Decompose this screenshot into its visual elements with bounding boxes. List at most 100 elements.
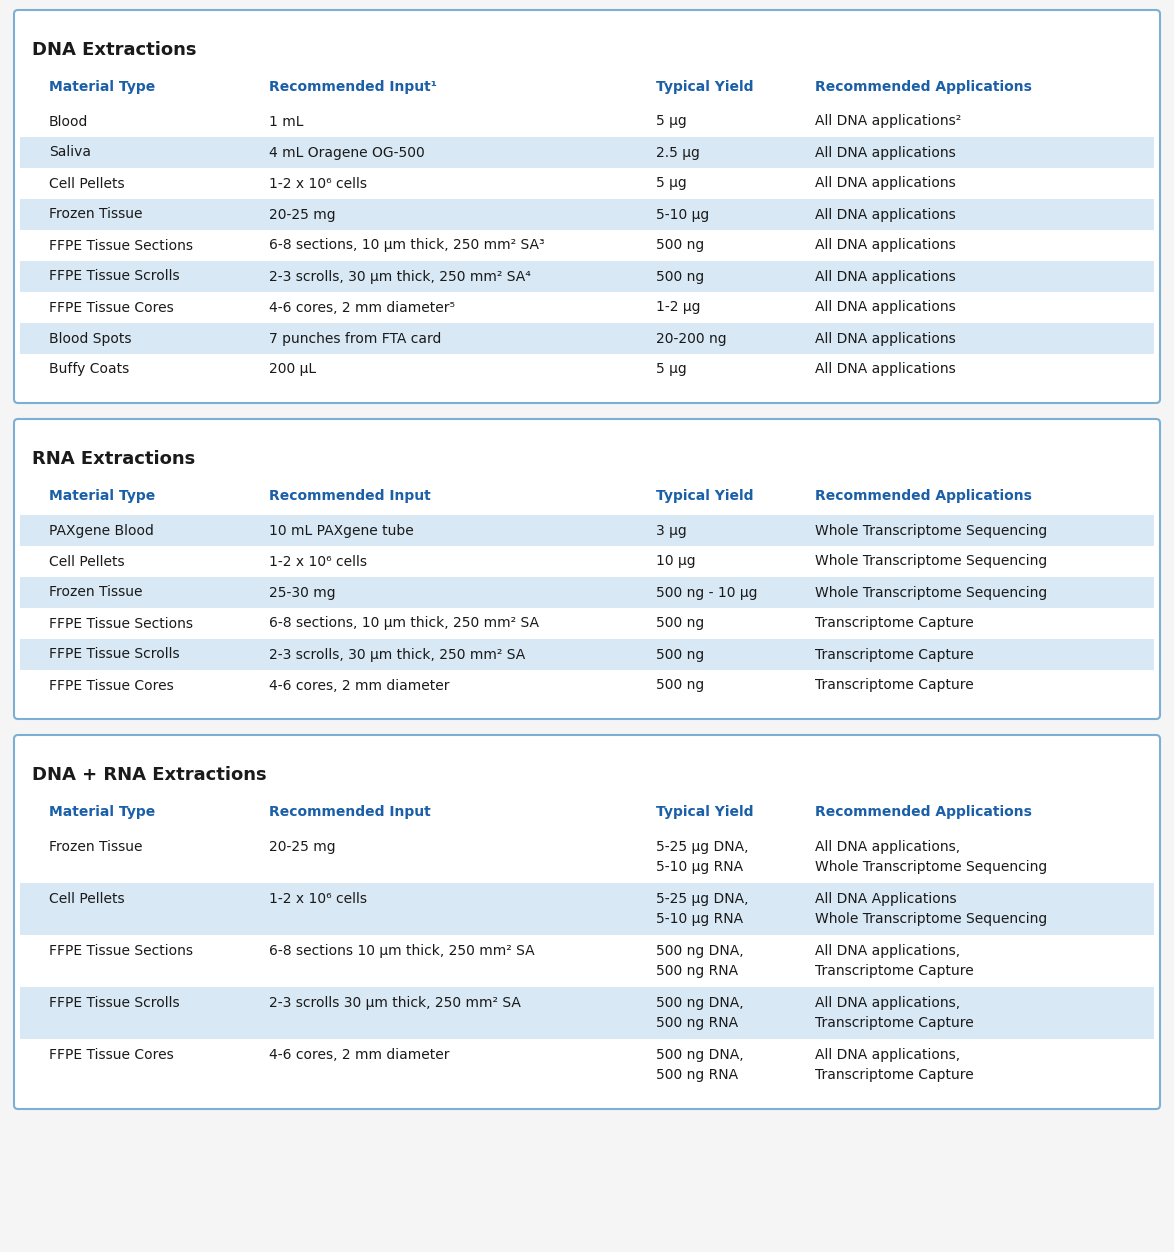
Text: 5 μg: 5 μg bbox=[655, 114, 687, 129]
Text: 3 μg: 3 μg bbox=[655, 523, 687, 537]
Text: Frozen Tissue: Frozen Tissue bbox=[49, 840, 142, 854]
Text: 500 ng: 500 ng bbox=[655, 238, 704, 253]
Text: Transcriptome Capture: Transcriptome Capture bbox=[815, 616, 973, 631]
Text: Whole Transcriptome Sequencing: Whole Transcriptome Sequencing bbox=[815, 586, 1047, 600]
Text: FFPE Tissue Sections: FFPE Tissue Sections bbox=[49, 944, 193, 958]
Text: 1-2 x 10⁶ cells: 1-2 x 10⁶ cells bbox=[269, 177, 366, 190]
Text: FFPE Tissue Sections: FFPE Tissue Sections bbox=[49, 616, 193, 631]
Text: FFPE Tissue Scrolls: FFPE Tissue Scrolls bbox=[49, 995, 180, 1009]
Text: Whole Transcriptome Sequencing: Whole Transcriptome Sequencing bbox=[815, 860, 1047, 874]
Text: FFPE Tissue Cores: FFPE Tissue Cores bbox=[49, 679, 174, 692]
Text: Recommended Input: Recommended Input bbox=[269, 490, 431, 503]
Text: All DNA applications: All DNA applications bbox=[815, 238, 956, 253]
Text: All DNA applications: All DNA applications bbox=[815, 332, 956, 346]
Text: All DNA applications,: All DNA applications, bbox=[815, 1048, 960, 1062]
Text: Typical Yield: Typical Yield bbox=[655, 805, 753, 819]
Text: 5-10 μg RNA: 5-10 μg RNA bbox=[655, 860, 743, 874]
FancyBboxPatch shape bbox=[14, 419, 1160, 719]
FancyBboxPatch shape bbox=[20, 883, 1154, 935]
Text: 1-2 x 10⁶ cells: 1-2 x 10⁶ cells bbox=[269, 891, 366, 905]
Text: 10 mL PAXgene tube: 10 mL PAXgene tube bbox=[269, 523, 413, 537]
FancyBboxPatch shape bbox=[20, 515, 1154, 546]
Text: 1-2 μg: 1-2 μg bbox=[655, 300, 700, 314]
Text: 1-2 x 10⁶ cells: 1-2 x 10⁶ cells bbox=[269, 555, 366, 568]
Text: Cell Pellets: Cell Pellets bbox=[49, 891, 124, 905]
Text: 4 mL Oragene OG-500: 4 mL Oragene OG-500 bbox=[269, 145, 425, 159]
Text: 500 ng: 500 ng bbox=[655, 679, 704, 692]
Text: 500 ng RNA: 500 ng RNA bbox=[655, 1068, 737, 1083]
FancyBboxPatch shape bbox=[14, 10, 1160, 403]
FancyBboxPatch shape bbox=[20, 260, 1154, 292]
Text: All DNA applications: All DNA applications bbox=[815, 145, 956, 159]
Text: 500 ng RNA: 500 ng RNA bbox=[655, 1017, 737, 1030]
Text: 500 ng DNA,: 500 ng DNA, bbox=[655, 995, 743, 1009]
Text: All DNA applications,: All DNA applications, bbox=[815, 944, 960, 958]
Text: 5 μg: 5 μg bbox=[655, 363, 687, 377]
Text: FFPE Tissue Scrolls: FFPE Tissue Scrolls bbox=[49, 647, 180, 661]
Text: Buffy Coats: Buffy Coats bbox=[49, 363, 129, 377]
Text: Recommended Input¹: Recommended Input¹ bbox=[269, 80, 437, 94]
Text: 20-25 mg: 20-25 mg bbox=[269, 840, 336, 854]
Text: 7 punches from FTA card: 7 punches from FTA card bbox=[269, 332, 441, 346]
Text: FFPE Tissue Cores: FFPE Tissue Cores bbox=[49, 1048, 174, 1062]
Text: Typical Yield: Typical Yield bbox=[655, 490, 753, 503]
Text: 20-25 mg: 20-25 mg bbox=[269, 208, 336, 222]
FancyBboxPatch shape bbox=[20, 323, 1154, 354]
FancyBboxPatch shape bbox=[20, 987, 1154, 1039]
Text: Material Type: Material Type bbox=[49, 805, 155, 819]
Text: Recommended Applications: Recommended Applications bbox=[815, 805, 1032, 819]
FancyBboxPatch shape bbox=[20, 199, 1154, 230]
Text: FFPE Tissue Sections: FFPE Tissue Sections bbox=[49, 238, 193, 253]
Text: Recommended Input: Recommended Input bbox=[269, 805, 431, 819]
Text: FFPE Tissue Scrolls: FFPE Tissue Scrolls bbox=[49, 269, 180, 283]
Text: DNA Extractions: DNA Extractions bbox=[32, 41, 196, 59]
Text: All DNA applications: All DNA applications bbox=[815, 177, 956, 190]
Text: All DNA applications: All DNA applications bbox=[815, 363, 956, 377]
Text: 500 ng - 10 μg: 500 ng - 10 μg bbox=[655, 586, 757, 600]
Text: 6-8 sections 10 μm thick, 250 mm² SA: 6-8 sections 10 μm thick, 250 mm² SA bbox=[269, 944, 534, 958]
Text: 4-6 cores, 2 mm diameter⁵: 4-6 cores, 2 mm diameter⁵ bbox=[269, 300, 454, 314]
Text: 5-25 μg DNA,: 5-25 μg DNA, bbox=[655, 891, 748, 905]
Text: Whole Transcriptome Sequencing: Whole Transcriptome Sequencing bbox=[815, 555, 1047, 568]
Text: Cell Pellets: Cell Pellets bbox=[49, 177, 124, 190]
FancyBboxPatch shape bbox=[20, 136, 1154, 168]
Text: Material Type: Material Type bbox=[49, 490, 155, 503]
Text: 500 ng RNA: 500 ng RNA bbox=[655, 964, 737, 978]
Text: PAXgene Blood: PAXgene Blood bbox=[49, 523, 154, 537]
Text: RNA Extractions: RNA Extractions bbox=[32, 449, 195, 468]
Text: 500 ng: 500 ng bbox=[655, 269, 704, 283]
Text: 500 ng: 500 ng bbox=[655, 616, 704, 631]
Text: 20-200 ng: 20-200 ng bbox=[655, 332, 727, 346]
Text: All DNA applications: All DNA applications bbox=[815, 208, 956, 222]
Text: 500 ng: 500 ng bbox=[655, 647, 704, 661]
Text: 25-30 mg: 25-30 mg bbox=[269, 586, 336, 600]
Text: 200 μL: 200 μL bbox=[269, 363, 316, 377]
Text: 4-6 cores, 2 mm diameter: 4-6 cores, 2 mm diameter bbox=[269, 679, 450, 692]
Text: All DNA applications,: All DNA applications, bbox=[815, 840, 960, 854]
Text: 2-3 scrolls, 30 μm thick, 250 mm² SA: 2-3 scrolls, 30 μm thick, 250 mm² SA bbox=[269, 647, 525, 661]
Text: Whole Transcriptome Sequencing: Whole Transcriptome Sequencing bbox=[815, 913, 1047, 926]
Text: Transcriptome Capture: Transcriptome Capture bbox=[815, 647, 973, 661]
Text: Frozen Tissue: Frozen Tissue bbox=[49, 208, 142, 222]
Text: Cell Pellets: Cell Pellets bbox=[49, 555, 124, 568]
Text: Recommended Applications: Recommended Applications bbox=[815, 490, 1032, 503]
FancyBboxPatch shape bbox=[14, 735, 1160, 1109]
Text: 6-8 sections, 10 μm thick, 250 mm² SA³: 6-8 sections, 10 μm thick, 250 mm² SA³ bbox=[269, 238, 545, 253]
Text: Blood: Blood bbox=[49, 114, 88, 129]
Text: All DNA Applications: All DNA Applications bbox=[815, 891, 957, 905]
Text: 5-25 μg DNA,: 5-25 μg DNA, bbox=[655, 840, 748, 854]
Text: Frozen Tissue: Frozen Tissue bbox=[49, 586, 142, 600]
Text: Saliva: Saliva bbox=[49, 145, 92, 159]
Text: 5 μg: 5 μg bbox=[655, 177, 687, 190]
Text: Recommended Applications: Recommended Applications bbox=[815, 80, 1032, 94]
Text: 4-6 cores, 2 mm diameter: 4-6 cores, 2 mm diameter bbox=[269, 1048, 450, 1062]
Text: Typical Yield: Typical Yield bbox=[655, 80, 753, 94]
Text: 500 ng DNA,: 500 ng DNA, bbox=[655, 1048, 743, 1062]
Text: All DNA applications: All DNA applications bbox=[815, 300, 956, 314]
Text: Whole Transcriptome Sequencing: Whole Transcriptome Sequencing bbox=[815, 523, 1047, 537]
Text: Material Type: Material Type bbox=[49, 80, 155, 94]
Text: All DNA applications: All DNA applications bbox=[815, 269, 956, 283]
Text: 6-8 sections, 10 μm thick, 250 mm² SA: 6-8 sections, 10 μm thick, 250 mm² SA bbox=[269, 616, 539, 631]
Text: 5-10 μg: 5-10 μg bbox=[655, 208, 709, 222]
Text: 5-10 μg RNA: 5-10 μg RNA bbox=[655, 913, 743, 926]
